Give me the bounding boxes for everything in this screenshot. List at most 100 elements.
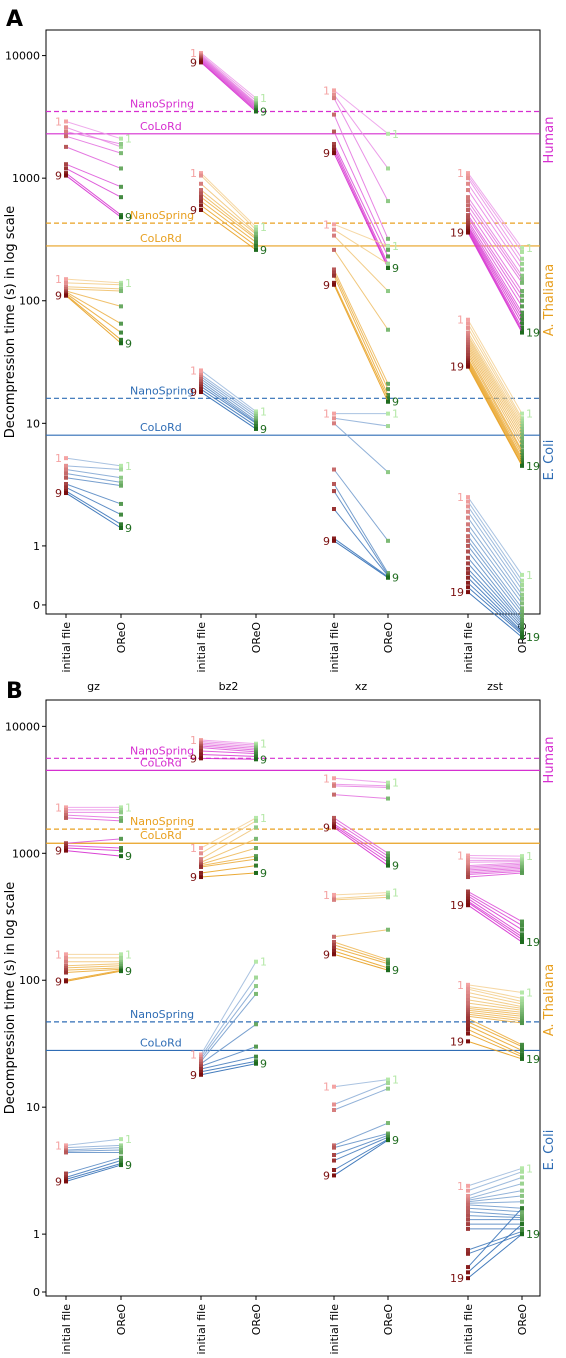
point-oreo [520,463,524,468]
point-oreo [520,1169,524,1174]
y-tick-label: 10000 [5,720,40,733]
series-line [333,1136,389,1161]
point-initial [466,207,470,212]
point-initial [199,1056,203,1061]
point-oreo [520,321,524,326]
series-line [65,282,122,286]
point-oreo [386,538,390,543]
point-oreo [119,501,123,506]
point-oreo [254,413,258,418]
series-line [467,205,523,284]
point-initial [466,1217,470,1222]
point-initial [466,1209,470,1214]
point-initial [466,534,470,539]
point-initial [466,566,470,571]
series-line [333,1139,389,1176]
point-initial [64,277,68,282]
series-line [200,370,257,412]
point-oreo [254,96,258,101]
point-oreo [520,622,524,627]
point-initial [466,221,470,226]
point-oreo [520,606,524,611]
series-line [467,175,523,253]
point-oreo [520,424,524,429]
point-oreo [254,959,258,964]
point-oreo [520,433,524,438]
level-label-oreo: 1 [526,408,533,421]
point-initial [64,841,68,846]
point-initial [332,222,336,227]
series-line [467,501,523,581]
reference-line-label: NanoSpring [130,1008,194,1021]
point-initial [466,203,470,208]
level-label-oreo: 1 [260,738,267,751]
point-oreo [119,807,123,812]
series-line [200,383,257,423]
level-label-initial: 1 [457,850,464,863]
series-line [467,364,523,465]
point-oreo [386,470,390,475]
point-initial [64,463,68,468]
level-label-oreo: 19 [526,327,540,340]
x-tick-label: OReO [250,622,263,654]
point-initial [64,293,68,298]
point-initial [199,195,203,200]
series-line [467,1195,523,1203]
point-oreo [520,934,524,939]
series-line [65,175,122,218]
series-line [467,524,523,600]
point-initial [466,1206,470,1211]
level-label-initial: 1 [323,84,330,97]
point-oreo [119,1155,123,1160]
series-line [467,904,523,943]
level-label-oreo: 1 [526,569,533,582]
point-initial [332,144,336,149]
point-initial [64,171,68,176]
level-label-oreo: 1 [526,987,533,1000]
point-oreo [520,436,524,441]
level-label-initial: 9 [323,279,330,292]
point-oreo [520,587,524,592]
point-oreo [520,1010,524,1015]
series-line [200,60,257,111]
y-tick-label: 10 [26,1101,40,1114]
point-oreo [254,870,258,875]
series-line [333,94,389,169]
point-initial [466,1188,470,1193]
level-label-oreo: 9 [260,244,267,257]
point-initial [466,1251,470,1256]
point-oreo [386,1138,390,1143]
point-oreo [119,184,123,189]
level-label-initial: 19 [450,1272,464,1285]
point-oreo [386,289,390,294]
point-oreo [386,785,390,790]
point-oreo [520,456,524,461]
point-oreo [254,846,258,851]
point-oreo [386,327,390,332]
series-line [65,969,122,981]
point-oreo [254,1022,258,1027]
series-line [467,1207,523,1268]
point-initial [64,166,68,171]
point-oreo [520,1166,524,1171]
series-line [333,785,389,788]
level-label-initial: 1 [190,364,197,377]
point-oreo [119,1147,123,1152]
y-tick-label: 0 [33,599,40,612]
point-oreo [520,1052,524,1057]
point-oreo [119,330,123,335]
series-line [467,870,523,876]
point-oreo [520,289,524,294]
series-line [467,357,523,456]
series-line [467,582,523,634]
series-line [200,1056,257,1070]
point-oreo [520,927,524,932]
series-line [65,1157,122,1175]
series-line [467,335,523,427]
point-oreo [520,1213,524,1218]
point-oreo [520,293,524,298]
point-oreo [119,818,123,823]
point-initial [466,340,470,345]
point-initial [64,810,68,815]
point-initial [466,860,470,865]
